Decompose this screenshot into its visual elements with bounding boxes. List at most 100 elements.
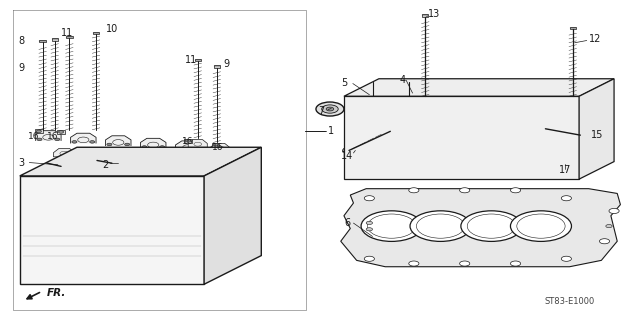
Circle shape [510,211,571,241]
Circle shape [565,94,578,101]
Circle shape [82,159,92,164]
Bar [39,40,46,42]
Circle shape [460,261,469,266]
Text: 13: 13 [428,9,440,19]
Bar [93,32,99,34]
Text: ST83-E1000: ST83-E1000 [544,297,594,306]
Text: FR.: FR. [47,288,66,298]
Circle shape [36,130,41,132]
Circle shape [176,148,182,151]
Bar [194,59,201,61]
Circle shape [107,143,112,146]
Bar [52,38,58,41]
Circle shape [164,159,174,164]
Bar [57,130,65,134]
Circle shape [561,196,571,201]
Ellipse shape [71,195,96,202]
Circle shape [366,221,373,225]
Circle shape [409,261,419,266]
Circle shape [247,159,257,164]
Circle shape [415,94,428,101]
Bar [184,139,192,143]
Text: 16: 16 [28,132,39,140]
Circle shape [123,159,133,164]
Circle shape [527,94,540,101]
Ellipse shape [345,111,355,119]
Ellipse shape [452,125,478,150]
Polygon shape [71,133,96,143]
Circle shape [403,93,415,99]
Polygon shape [175,141,201,151]
Bar [422,14,429,17]
Polygon shape [141,138,166,148]
Polygon shape [54,148,75,157]
Circle shape [88,162,97,167]
Circle shape [185,140,190,142]
Polygon shape [341,189,620,267]
Circle shape [561,256,571,261]
Ellipse shape [176,217,200,224]
Text: 16: 16 [182,137,194,146]
Polygon shape [188,140,207,147]
Ellipse shape [345,124,355,132]
Circle shape [510,261,520,266]
Ellipse shape [362,125,389,150]
Circle shape [361,211,422,241]
Text: 11: 11 [185,55,197,65]
Circle shape [129,162,138,167]
Circle shape [90,140,95,143]
Ellipse shape [106,217,131,224]
Text: 1: 1 [328,126,334,136]
Text: 10: 10 [106,24,118,34]
Ellipse shape [36,217,61,224]
Circle shape [160,146,165,148]
Text: 5: 5 [341,78,348,88]
Text: 9: 9 [223,60,229,69]
Ellipse shape [176,195,200,202]
Polygon shape [344,79,614,96]
Bar [569,27,576,29]
Circle shape [410,211,471,241]
Ellipse shape [134,260,167,273]
Circle shape [68,179,83,186]
Circle shape [316,102,344,116]
Circle shape [510,188,520,193]
Text: 12: 12 [589,34,601,44]
Circle shape [454,94,466,101]
Polygon shape [89,150,110,158]
Circle shape [211,162,220,167]
Text: 14: 14 [341,151,353,161]
Circle shape [380,94,393,101]
Text: 16: 16 [47,132,58,140]
Circle shape [406,95,412,98]
Circle shape [599,239,610,244]
Ellipse shape [106,195,131,202]
Text: 17: 17 [559,165,571,175]
Polygon shape [204,147,261,284]
Polygon shape [20,147,261,176]
Polygon shape [579,79,614,179]
Circle shape [37,138,42,140]
Polygon shape [36,131,61,141]
Text: 2: 2 [103,160,109,170]
Text: 6: 6 [344,218,350,228]
Circle shape [326,107,334,111]
Circle shape [124,179,139,186]
Circle shape [194,148,199,151]
Polygon shape [193,158,215,166]
Circle shape [149,179,164,186]
Polygon shape [124,152,145,161]
Circle shape [461,211,522,241]
Ellipse shape [345,137,355,145]
Text: 4: 4 [399,75,405,85]
Polygon shape [344,96,579,179]
Circle shape [205,159,215,164]
Ellipse shape [407,125,434,150]
Ellipse shape [345,150,355,158]
Text: 8: 8 [18,36,25,45]
Ellipse shape [496,125,522,150]
Circle shape [343,147,355,154]
Circle shape [575,132,585,138]
Ellipse shape [36,195,61,202]
Polygon shape [210,143,229,151]
